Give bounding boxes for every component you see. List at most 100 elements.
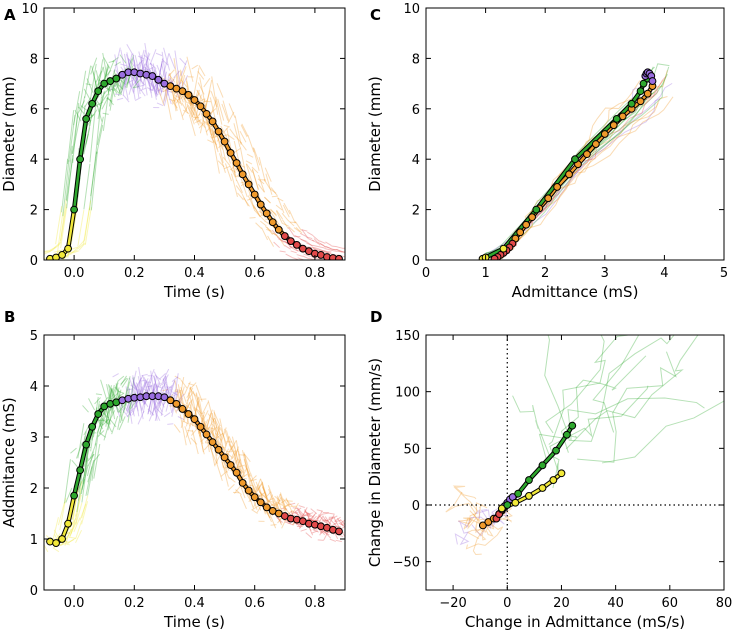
background-trace	[230, 129, 236, 137]
background-trace	[192, 65, 198, 69]
mean-point	[233, 469, 240, 476]
mean-point	[336, 255, 343, 262]
background-trace	[331, 246, 337, 247]
background-trace	[274, 242, 280, 248]
mean-point	[197, 103, 204, 110]
background-trace	[539, 304, 576, 438]
y-tick-label: 10	[21, 2, 38, 17]
background-trace	[248, 135, 254, 152]
axes-frame	[44, 335, 345, 590]
mean-point	[191, 416, 198, 423]
loop-point	[566, 171, 573, 178]
mean-point	[257, 499, 264, 506]
x-tick-label: 80	[716, 596, 733, 611]
background-trace	[291, 251, 297, 253]
loop-point	[550, 477, 557, 484]
y-axis-label: Diameter (mm)	[366, 76, 384, 192]
background-trace	[330, 539, 336, 541]
background-trace	[182, 105, 188, 116]
x-tick-label: −20	[439, 596, 466, 611]
x-tick-label: 0.2	[124, 596, 145, 611]
mean-point	[185, 92, 192, 99]
mean-point	[269, 219, 276, 226]
y-tick-label: 150	[395, 329, 420, 344]
loop-point	[563, 431, 570, 438]
y-tick-label: 6	[30, 103, 38, 118]
background-trace	[89, 398, 95, 410]
y-axis-label: Diameter (mm)	[0, 76, 18, 192]
loop-point	[504, 502, 511, 509]
plot-area	[478, 64, 673, 262]
y-axis-label: Change in Diameter (mm/s)	[366, 358, 384, 567]
background-trace	[87, 78, 93, 92]
background-trace	[288, 220, 294, 226]
background-trace	[174, 424, 180, 432]
x-tick-label: 5	[720, 266, 728, 281]
mean-point	[215, 446, 222, 453]
background-trace	[256, 223, 262, 229]
plot-area	[426, 277, 737, 590]
x-tick-label: 40	[607, 596, 624, 611]
background-trace	[85, 66, 91, 98]
y-tick-label: 5	[30, 329, 38, 344]
mean-point	[221, 454, 228, 461]
background-trace	[263, 487, 269, 502]
loop-point	[584, 151, 591, 158]
background-trace	[204, 78, 210, 87]
background-trace	[115, 62, 121, 66]
x-tick-label: 20	[553, 596, 570, 611]
mean-point	[185, 411, 192, 418]
background-trace	[96, 394, 102, 395]
mean-point	[263, 210, 270, 217]
mean-point	[251, 494, 258, 501]
x-tick-label: 3	[601, 266, 609, 281]
background-trace	[225, 163, 231, 181]
x-tick-label: 0.8	[305, 596, 326, 611]
x-axis-label: Admittance (mS)	[512, 283, 639, 301]
axes-frame	[426, 335, 724, 590]
loop-point	[610, 122, 617, 129]
x-tick-label: 60	[662, 596, 679, 611]
background-trace	[286, 254, 292, 257]
loop-point	[517, 229, 524, 236]
x-tick-label: 0	[422, 266, 430, 281]
background-trace	[268, 236, 274, 247]
mean-point	[245, 487, 252, 494]
background-trace	[293, 508, 299, 509]
mean-point	[77, 467, 84, 474]
mean-point	[227, 150, 234, 157]
background-trace	[481, 67, 653, 260]
background-trace	[113, 374, 119, 377]
background-trace	[70, 538, 76, 542]
loop-point	[649, 78, 656, 85]
background-trace	[313, 245, 319, 246]
background-trace	[237, 193, 243, 200]
mean-point	[95, 88, 102, 95]
mean-point	[251, 191, 258, 198]
background-trace	[323, 513, 329, 514]
background-trace	[86, 84, 92, 85]
loop-point	[554, 184, 561, 191]
mean-point	[77, 156, 84, 163]
background-trace	[208, 428, 214, 429]
x-tick-label: 0.4	[184, 596, 205, 611]
mean-point	[191, 97, 198, 104]
panel-letter: D	[370, 308, 382, 326]
background-trace	[235, 490, 241, 495]
background-trace	[78, 210, 84, 246]
background-trace	[289, 210, 295, 223]
background-trace	[303, 256, 309, 259]
mean-point	[53, 540, 60, 547]
background-trace	[83, 405, 89, 412]
background-trace	[347, 525, 353, 532]
mean-point	[59, 536, 66, 543]
y-tick-label: 2	[30, 204, 38, 219]
background-trace	[577, 352, 676, 463]
background-trace	[282, 213, 288, 220]
loop-point	[515, 490, 522, 497]
y-tick-label: 2	[412, 204, 420, 219]
mean-point	[65, 245, 72, 252]
mean-point	[203, 431, 210, 438]
loop-outline	[483, 79, 648, 259]
mean-point	[221, 138, 228, 145]
